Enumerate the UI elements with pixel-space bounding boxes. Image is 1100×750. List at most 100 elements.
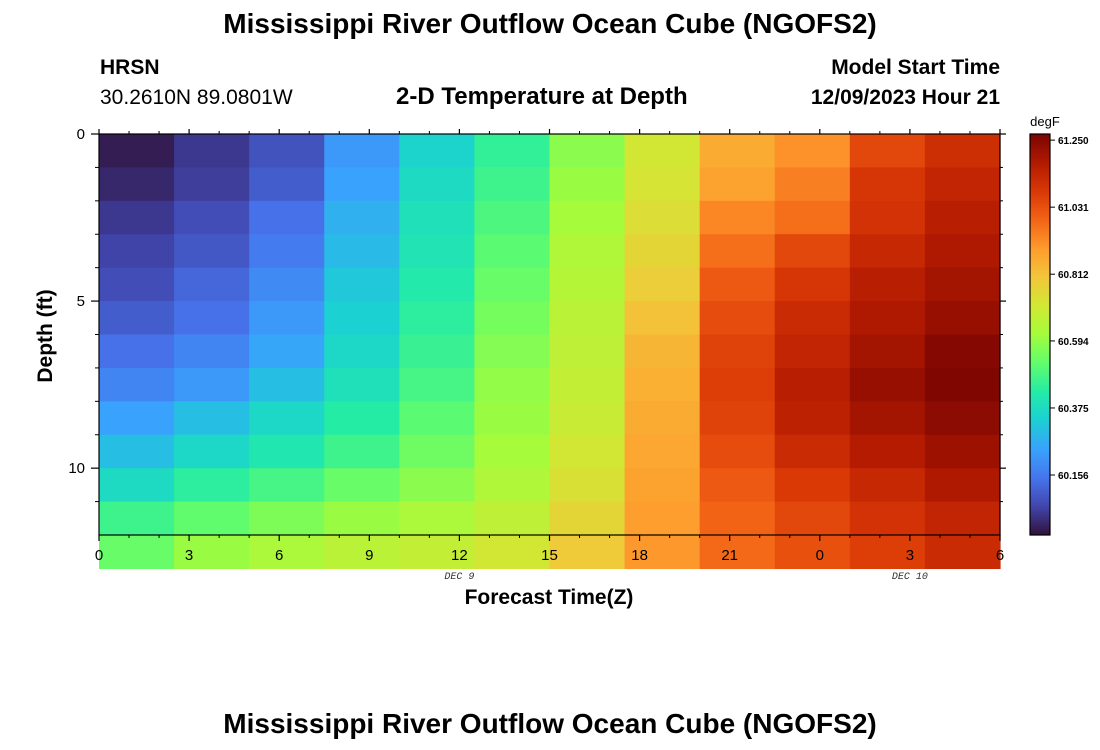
x-tick-label: 18	[631, 547, 648, 564]
heatmap-cell	[624, 434, 701, 469]
heatmap-cell	[699, 167, 776, 202]
heatmap-cell	[99, 501, 175, 536]
y-tick-label: 10	[68, 460, 85, 477]
colorbar-tick-label: 60.375	[1058, 404, 1089, 415]
heatmap-cell	[549, 334, 626, 369]
heatmap-cell	[399, 200, 476, 235]
y-tick-label: 0	[77, 126, 85, 143]
heatmap-cell	[699, 301, 776, 336]
heatmap-cell	[924, 468, 1001, 503]
date-label: DEC 9	[444, 572, 474, 583]
heatmap-cell	[774, 501, 851, 536]
heatmap-cell	[399, 334, 476, 369]
x-tick-label: 6	[275, 547, 283, 564]
heatmap-cell	[99, 434, 175, 469]
y-axis-label: Depth (ft)	[34, 289, 57, 382]
heatmap-cell	[624, 301, 701, 336]
heatmap-cell	[849, 167, 926, 202]
heatmap-cell	[699, 535, 776, 570]
heatmap-cell	[774, 401, 851, 436]
colorbar-tick-label: 60.594	[1058, 337, 1089, 348]
heatmap-cell	[849, 334, 926, 369]
model-start-label: Model Start Time	[831, 56, 1000, 79]
heatmap-cell	[924, 167, 1001, 202]
heatmap-cell	[549, 301, 626, 336]
heatmap-cell	[174, 200, 250, 235]
footer-title: Mississippi River Outflow Ocean Cube (NG…	[223, 708, 877, 739]
heatmap-cell	[99, 167, 175, 202]
heatmap-cell	[324, 501, 400, 536]
heatmap-cell	[849, 134, 926, 169]
heatmap-cell	[249, 134, 325, 169]
heatmap-cell	[549, 134, 626, 169]
colorbar-ticks: 61.250 61.031 60.812 60.594 60.375 60.156	[1050, 136, 1089, 482]
heatmap-cell	[624, 200, 701, 235]
heatmap-cell	[174, 367, 250, 402]
heatmap-cell	[399, 134, 476, 169]
heatmap-cell	[624, 535, 701, 570]
heatmap-cell	[474, 167, 551, 202]
x-tick-label: 3	[185, 547, 193, 564]
heatmap-cell	[174, 468, 250, 503]
heatmap-cell	[249, 535, 325, 570]
heatmap-cell	[699, 234, 776, 269]
x-tick-label: 9	[365, 547, 373, 564]
station-coordinates: 30.2610N 89.0801W	[100, 86, 293, 109]
heatmap-cell	[924, 434, 1001, 469]
heatmap-cell	[174, 501, 250, 536]
x-axis: 0 3 6 9 12 15 18 21 0 3 6 DEC 9 DEC 10	[95, 129, 1004, 583]
heatmap-cell	[699, 401, 776, 436]
heatmap-cell	[174, 401, 250, 436]
heatmap-cell	[249, 234, 325, 269]
heatmap-cell	[774, 535, 851, 570]
heatmap-cell	[924, 535, 1001, 570]
heatmap-cell	[99, 401, 175, 436]
heatmap-cell	[699, 200, 776, 235]
heatmap-cell	[474, 535, 551, 570]
heatmap-cell	[549, 501, 626, 536]
heatmap-cell	[99, 468, 175, 503]
heatmap-cell	[924, 301, 1001, 336]
heatmap-cell	[474, 200, 551, 235]
heatmap-cell	[174, 334, 250, 369]
station-id: HRSN	[100, 56, 160, 79]
colorbar-tick-label: 61.250	[1058, 136, 1089, 147]
heatmap-cell	[399, 501, 476, 536]
heatmap-cell	[774, 301, 851, 336]
heatmap-cell	[624, 367, 701, 402]
heatmap-cell	[399, 234, 476, 269]
heatmap-cell	[99, 301, 175, 336]
heatmap-cell	[324, 535, 400, 570]
heatmap-cell	[174, 434, 250, 469]
heatmap-cell	[174, 301, 250, 336]
heatmap-cell	[399, 301, 476, 336]
heatmap-cell	[849, 267, 926, 302]
heatmap-cell	[474, 468, 551, 503]
heatmap-cell	[549, 200, 626, 235]
heatmap-cell	[624, 501, 701, 536]
heatmap-cell	[924, 200, 1001, 235]
heatmap-cell	[849, 367, 926, 402]
heatmap-cell	[699, 334, 776, 369]
heatmap-cell	[549, 401, 626, 436]
heatmap-cell	[474, 301, 551, 336]
heatmap-cell	[849, 501, 926, 536]
heatmap-cell	[774, 334, 851, 369]
plot-title: 2-D Temperature at Depth	[396, 83, 688, 110]
heatmap-cell	[774, 367, 851, 402]
heatmap-cell	[699, 134, 776, 169]
heatmap-cell	[624, 167, 701, 202]
heatmap-cell	[849, 434, 926, 469]
colorbar-tick-label: 61.031	[1058, 203, 1089, 214]
heatmap-cell	[399, 267, 476, 302]
heatmap-cell	[99, 134, 175, 169]
heatmap-cell	[474, 334, 551, 369]
heatmap-cell	[249, 401, 325, 436]
heatmap-cell	[624, 234, 701, 269]
heatmap-cell	[474, 134, 551, 169]
heatmap-cell	[174, 134, 250, 169]
heatmap-cell	[624, 468, 701, 503]
heatmap-cell	[849, 468, 926, 503]
x-tick-label: 0	[95, 547, 103, 564]
